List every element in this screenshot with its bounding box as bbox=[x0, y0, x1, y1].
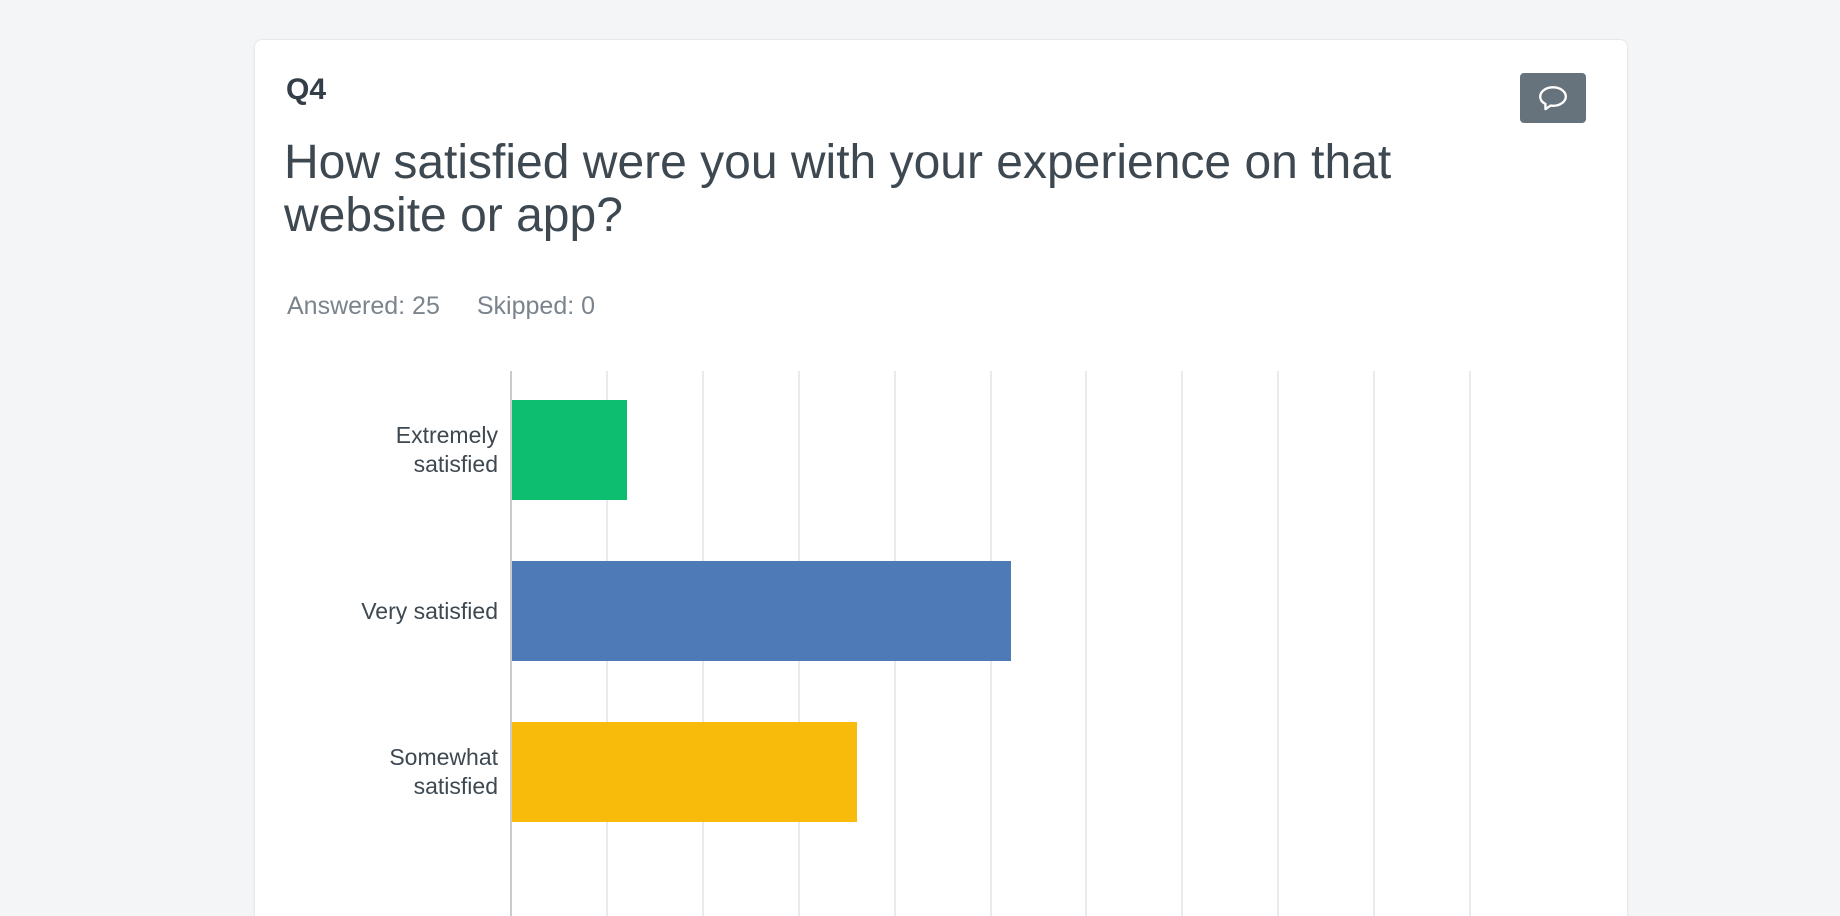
category-label: Extremely satisfied bbox=[395, 422, 498, 477]
gridline bbox=[1469, 371, 1471, 916]
question-result-card: Q4 How satisfied were you with your expe… bbox=[254, 39, 1628, 916]
bar-somewhat-satisfied[interactable] bbox=[512, 722, 858, 822]
gridline bbox=[1373, 371, 1376, 916]
question-title: How satisfied were you with your experie… bbox=[284, 136, 1392, 242]
comment-button[interactable] bbox=[1520, 73, 1586, 123]
gridline bbox=[1085, 371, 1088, 916]
skipped-count: Skipped: 0 bbox=[476, 292, 596, 320]
speech-bubble-icon bbox=[1537, 84, 1569, 112]
bar-very-satisfied[interactable] bbox=[512, 561, 1011, 661]
gridline bbox=[1181, 371, 1184, 916]
bar-extremely-satisfied[interactable] bbox=[512, 400, 628, 500]
category-label: Very satisfied bbox=[361, 597, 498, 624]
response-stats: Answered: 25 Skipped: 0 bbox=[287, 292, 595, 321]
y-axis-line bbox=[510, 371, 512, 916]
category-label: Somewhat satisfied bbox=[389, 744, 498, 799]
gridline bbox=[1277, 371, 1280, 916]
question-number: Q4 bbox=[286, 73, 327, 106]
plot-area bbox=[510, 371, 1471, 916]
category-labels: Extremely satisfied Very satisfied Somewha… bbox=[328, 371, 498, 916]
answered-count: Answered: 25 bbox=[287, 292, 440, 320]
